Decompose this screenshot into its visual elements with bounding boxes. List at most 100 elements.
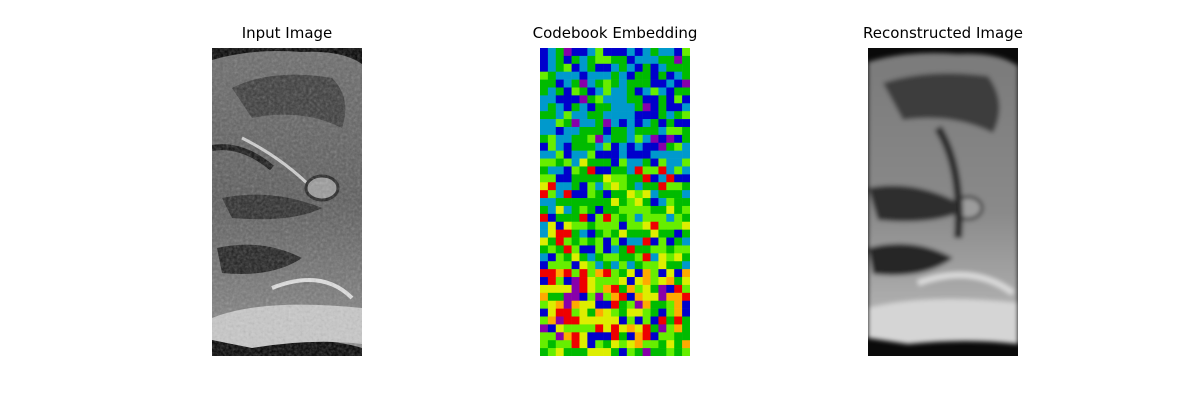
codebook-cell [579,324,588,333]
codebook-cell [555,221,564,230]
codebook-cell [563,126,572,136]
codebook-cell [595,277,604,286]
codebook-cell [595,142,604,151]
codebook-cell [571,119,580,128]
codebook-cell [540,55,549,65]
codebook-cell [595,348,604,356]
codebook-cell [540,158,549,167]
codebook-cell [618,55,628,65]
codebook-cell [595,55,604,65]
codebook-cell [587,237,596,246]
codebook-cell [603,213,612,223]
codebook-cell [674,308,683,317]
codebook-cell [682,348,690,356]
codebook-cell [642,55,651,65]
codebook-cell [626,174,636,183]
codebook-cell [611,126,620,136]
codebook-cell [618,142,628,151]
codebook-cell [658,324,667,333]
codebook-cell [540,213,549,223]
codebook-cell [587,174,596,183]
codebook-cell [571,126,580,136]
codebook-cell [634,87,643,96]
codebook-cell [587,182,596,191]
codebook-cell [571,48,580,57]
codebook-cell [642,71,651,80]
codebook-cell [563,150,572,159]
codebook-cell [555,348,564,356]
codebook-cell [666,316,675,325]
codebook-cell [666,300,675,309]
codebook-cell [579,213,588,223]
codebook-cell [555,245,564,254]
codebook-cell [634,284,643,294]
codebook-cell [540,71,549,80]
codebook-cell [642,292,651,302]
codebook-cell [563,253,572,262]
codebook-cell [571,111,580,120]
codebook-cell [579,71,588,80]
codebook-cell [587,158,596,167]
codebook-cell [603,190,612,199]
codebook-cell [674,261,683,270]
codebook-cell [634,119,643,128]
codebook-cell [579,198,588,207]
codebook-cell [555,213,564,223]
codebook-cell [634,55,643,65]
codebook-cell [540,269,549,278]
codebook-cell [555,48,564,57]
codebook-cell [603,111,612,120]
codebook-cell [587,71,596,80]
codebook-cell [666,229,675,238]
codebook-cell [650,95,659,104]
codebook-cell [682,150,690,159]
codebook-cell [579,308,588,317]
codebook-cell [634,300,643,309]
codebook-cell [626,229,636,238]
codebook-cell [611,182,620,191]
codebook-cell [587,340,596,349]
codebook-cell [595,63,604,72]
codebook-cell [540,316,549,325]
codebook-cell [563,103,572,112]
codebook-cell [563,245,572,254]
codebook-cell [555,190,564,199]
codebook-cell [603,277,612,286]
codebook-cell [579,63,588,72]
codebook-cell [611,284,620,294]
codebook-cell [571,300,580,309]
codebook-cell [674,332,683,341]
codebook-cell [547,316,557,325]
codebook-cell [650,253,659,262]
codebook-cell [626,190,636,199]
codebook-cell [571,213,580,223]
codebook-cell [587,332,596,341]
codebook-cell [587,253,596,262]
codebook-cell [540,126,549,136]
codebook-cell [571,142,580,151]
codebook-cell [547,340,557,349]
codebook-cell [642,205,651,215]
codebook-cell [547,229,557,238]
codebook-cell [626,79,636,88]
codebook-cell [579,261,588,270]
codebook-cell [571,229,580,238]
codebook-cell [555,150,564,159]
codebook-cell [626,237,636,246]
codebook-cell [611,48,620,57]
codebook-cell [650,292,659,302]
codebook-cell [666,221,675,230]
codebook-cell [555,55,564,65]
codebook-cell [540,166,549,175]
codebook-cell [595,103,604,112]
codebook-cell [587,119,596,128]
codebook-cell [579,111,588,120]
codebook-cell [555,79,564,88]
codebook-cell [547,237,557,246]
codebook-cell [579,119,588,128]
codebook-cell [674,79,683,88]
codebook-cell [579,166,588,175]
codebook-cell [563,300,572,309]
codebook-cell [658,190,667,199]
codebook-cell [595,71,604,80]
